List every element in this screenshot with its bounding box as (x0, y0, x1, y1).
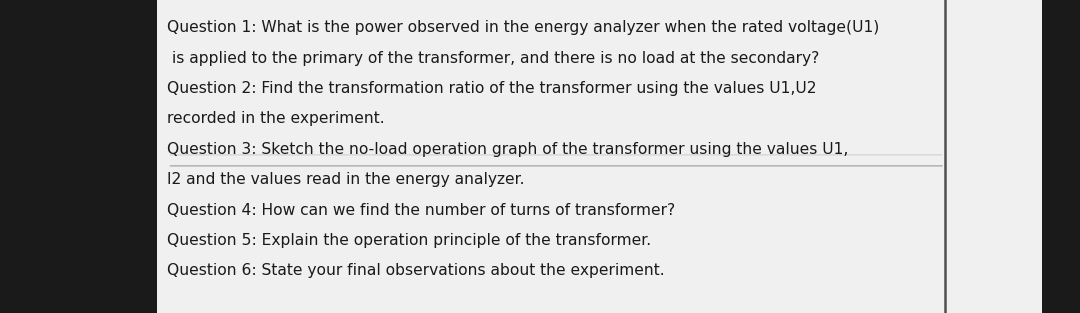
Text: Question 1: What is the power observed in the energy analyzer when the rated vol: Question 1: What is the power observed i… (167, 20, 879, 35)
Text: I2 and the values read in the energy analyzer.: I2 and the values read in the energy ana… (167, 172, 525, 187)
Text: Question 2: Find the transformation ratio of the transformer using the values U1: Question 2: Find the transformation rati… (167, 81, 816, 96)
Bar (157, 0, 1042, 313)
Text: Question 3: Sketch the no-load operation graph of the transformer using the valu: Question 3: Sketch the no-load operation… (167, 142, 849, 157)
Text: Question 5: Explain the operation principle of the transformer.: Question 5: Explain the operation princi… (167, 233, 651, 248)
Text: Question 6: State your final observations about the experiment.: Question 6: State your final observation… (167, 263, 665, 278)
Text: Question 4: How can we find the number of turns of transformer?: Question 4: How can we find the number o… (167, 203, 676, 218)
Text: recorded in the experiment.: recorded in the experiment. (167, 111, 386, 126)
Text: is applied to the primary of the transformer, and there is no load at the second: is applied to the primary of the transfo… (167, 51, 820, 66)
